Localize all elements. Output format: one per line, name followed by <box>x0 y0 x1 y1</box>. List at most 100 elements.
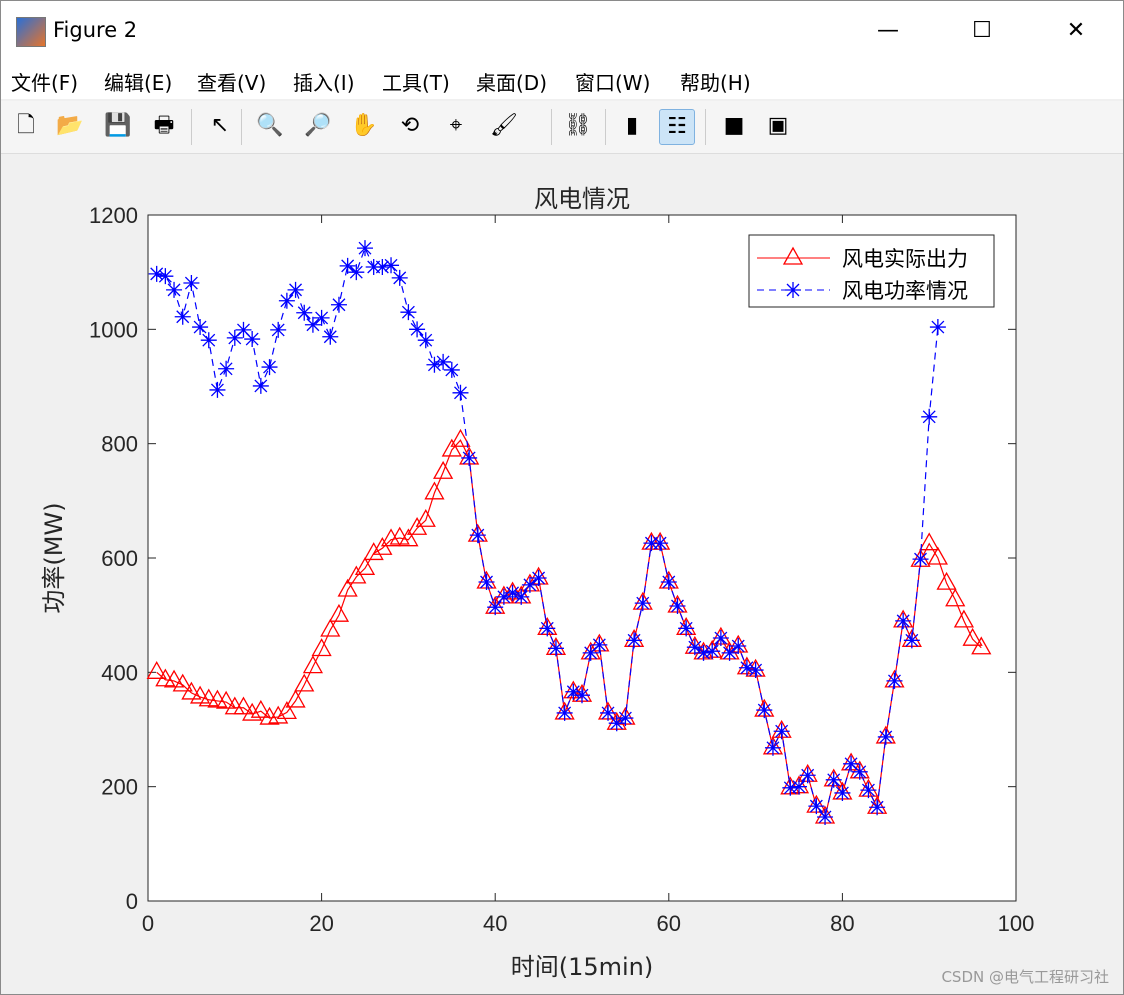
data-point-1 <box>174 308 191 325</box>
data-point-1 <box>183 275 200 292</box>
window-title: Figure 2 <box>53 18 138 42</box>
data-point-1 <box>574 687 590 704</box>
data-point-1 <box>452 384 469 401</box>
x-tick-label: 20 <box>309 911 333 936</box>
x-tick-label: 100 <box>998 911 1035 936</box>
data-point-1 <box>704 643 721 660</box>
menu-item[interactable]: 插入(I) <box>293 71 355 95</box>
open-folder-icon[interactable]: 📂 <box>56 113 84 138</box>
pointer-icon[interactable]: ↖ <box>210 113 230 138</box>
colorbar-icon[interactable]: ▮ <box>625 113 639 138</box>
data-point-1 <box>270 321 287 338</box>
close-button[interactable]: ✕ <box>1066 18 1086 43</box>
rotate-3d-icon[interactable]: ⟲ <box>400 113 420 138</box>
data-point-0 <box>398 528 419 547</box>
toolbar-separator <box>551 109 552 145</box>
data-point-1 <box>886 672 903 689</box>
data-point-1 <box>547 640 564 657</box>
data-point-1 <box>869 799 886 816</box>
brush-icon[interactable]: 🖌 <box>490 113 518 138</box>
hide-plot-tools-icon[interactable]: ■ <box>723 113 745 138</box>
toolbar-separator <box>705 109 706 145</box>
data-point-1 <box>617 710 634 727</box>
data-point-1 <box>791 778 807 795</box>
data-point-1 <box>834 784 851 801</box>
data-point-1 <box>348 264 365 281</box>
menu-item[interactable]: 工具(T) <box>382 71 450 95</box>
data-point-1 <box>643 535 660 552</box>
data-point-0 <box>181 681 202 700</box>
data-point-1 <box>756 702 773 719</box>
maximize-button[interactable]: ☐ <box>972 18 992 43</box>
zoom-in-icon[interactable]: 🔍 <box>256 113 284 138</box>
data-point-1 <box>730 638 747 655</box>
data-point-1 <box>443 361 460 378</box>
menu-item[interactable]: 编辑(E) <box>104 71 173 95</box>
data-point-0 <box>216 690 237 709</box>
data-point-0 <box>927 546 948 565</box>
data-point-0 <box>433 460 454 479</box>
toolbar: 🗋 📂 💾 🖶 ↖ 🔍 🔎 ✋ ⟲ ⌖ 🖌 ⛓ ▮ ☷ ■ ▣ <box>1 101 1123 154</box>
data-point-1 <box>799 767 816 784</box>
data-point-1 <box>747 662 764 679</box>
menu-item[interactable]: 查看(V) <box>197 71 267 95</box>
legend <box>748 234 995 308</box>
data-point-0 <box>242 702 263 721</box>
data-point-1 <box>608 715 625 732</box>
data-point-1 <box>513 588 530 605</box>
data-point-0 <box>450 428 471 447</box>
data-point-1 <box>409 321 426 338</box>
y-tick-label: 0 <box>126 889 138 914</box>
data-point-1 <box>565 683 582 700</box>
show-plot-tools-icon[interactable]: ▣ <box>767 113 789 138</box>
data-point-1 <box>200 332 217 349</box>
data-point-1 <box>686 639 703 656</box>
data-point-1 <box>296 304 313 321</box>
data-point-1 <box>374 259 391 276</box>
toolbar-separator <box>241 109 242 145</box>
data-point-1 <box>817 808 834 825</box>
menu-item[interactable]: 窗口(W) <box>575 71 651 95</box>
data-point-0 <box>146 661 167 679</box>
new-file-icon[interactable]: 🗋 <box>17 113 35 138</box>
menu-item[interactable]: 文件(F) <box>11 71 79 95</box>
x-axis-label: 时间(15min) <box>511 953 654 981</box>
data-point-1 <box>391 269 408 286</box>
x-tick-label: 40 <box>483 911 507 936</box>
data-point-1 <box>738 659 755 676</box>
data-point-1 <box>469 527 486 544</box>
link-icon[interactable]: ⛓ <box>564 113 592 138</box>
save-icon[interactable]: 💾 <box>104 113 132 138</box>
chart: 0 20 40 60 80 100020040060080010001200风电情况时间(… <box>40 185 1035 981</box>
data-point-0 <box>259 706 280 725</box>
data-point-0 <box>945 588 966 607</box>
data-point-1 <box>192 319 209 336</box>
data-point-0 <box>294 673 315 692</box>
data-point-1 <box>764 739 781 756</box>
minimize-button[interactable]: — <box>877 18 899 43</box>
data-point-1 <box>773 723 790 740</box>
menu-bar: 文件(F) 编辑(E) 查看(V) 插入(I) 工具(T) 桌面(D) 窗口(W) 帮助(H) <box>1 61 1123 99</box>
data-point-1 <box>782 779 799 796</box>
data-cursor-icon[interactable]: ⌖ <box>449 113 463 138</box>
data-point-1 <box>695 644 712 661</box>
x-tick-label: 0 <box>142 911 154 936</box>
pan-hand-icon[interactable]: ✋ <box>350 113 378 138</box>
data-point-0 <box>354 556 376 575</box>
legend-label: 风电实际出力 <box>842 247 968 271</box>
x-tick-label: 80 <box>830 911 854 936</box>
data-point-1 <box>860 782 877 799</box>
y-tick-label: 800 <box>101 432 138 457</box>
data-point-1 <box>929 319 946 336</box>
menu-item[interactable]: 帮助(H) <box>680 71 751 95</box>
data-point-1 <box>721 644 738 661</box>
data-point-1 <box>148 265 165 282</box>
data-point-1 <box>322 328 339 345</box>
menu-item[interactable]: 桌面(D) <box>476 71 548 95</box>
data-point-1 <box>808 798 825 815</box>
legend-icon[interactable]: ☷ <box>659 109 695 145</box>
print-icon[interactable]: 🖶 <box>153 113 175 138</box>
zoom-out-icon[interactable]: 🔎 <box>304 113 332 138</box>
data-point-1 <box>851 763 868 780</box>
data-point-1 <box>339 257 356 274</box>
